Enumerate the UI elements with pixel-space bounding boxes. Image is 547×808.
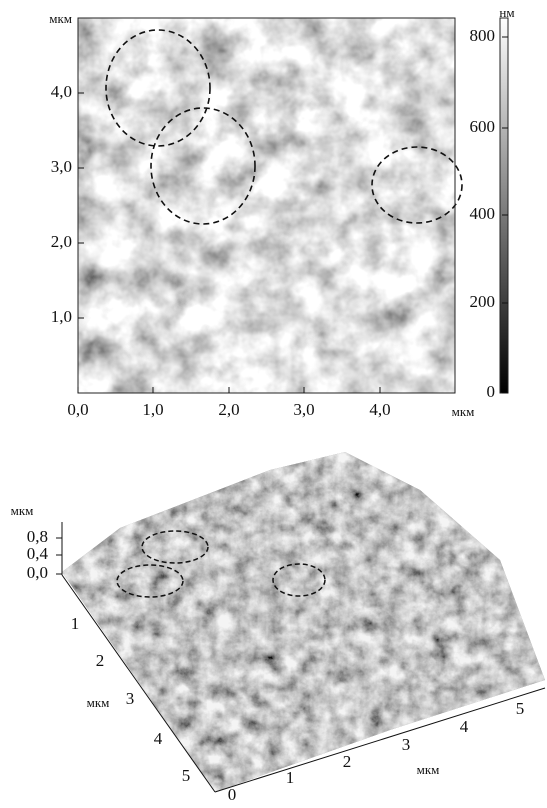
bottom-tick-label: 4 (460, 717, 469, 736)
y-tick-label: 1,0 (51, 307, 72, 326)
x-tick-label: 1,0 (142, 400, 163, 419)
y-tick-label: 3,0 (51, 157, 72, 176)
left-axis-unit: мкм (87, 695, 110, 710)
left-tick-label: 1 (71, 614, 80, 633)
bottom-tick-label: 2 (343, 752, 352, 771)
x-tick-label: 0,0 (67, 400, 88, 419)
colorbar-tick-label: 400 (470, 204, 496, 223)
figure: мкм 4,0 3,0 2,0 1,0 0,0 1,0 2,0 3,0 4,0 мкм нм800 60… (0, 0, 547, 803)
bottom-tick-label: 1 (286, 768, 295, 787)
left-tick-label: 3 (126, 689, 135, 708)
x-tick-label: 2,0 (218, 400, 239, 419)
z-axis-unit: мкм (11, 503, 34, 518)
colorbar (500, 18, 508, 393)
afm-texture (78, 18, 455, 393)
colorbar-tick-label: 0 (487, 382, 496, 401)
y-tick-label: 2,0 (51, 232, 72, 251)
surface-texture (55, 440, 547, 800)
z-tick-label: 0,0 (27, 563, 48, 582)
colorbar-tick-label: 800 (470, 26, 496, 45)
left-tick-label: 4 (154, 729, 163, 748)
bottom-axis-unit: мкм (417, 762, 440, 777)
page: мкм 4,0 3,0 2,0 1,0 0,0 1,0 2,0 3,0 4,0 мкм нм800 60… (0, 0, 547, 803)
left-tick-label: 2 (96, 651, 105, 670)
z-tick-label: 0,4 (27, 544, 49, 563)
colorbar-tick-label: 200 (470, 292, 496, 311)
colorbar-tick-label: 600 (470, 117, 496, 136)
bottom-tick-label: 3 (402, 735, 411, 754)
left-tick-label: 5 (182, 766, 191, 785)
x-tick-label: 4,0 (369, 400, 390, 419)
y-axis-unit: мкм (49, 11, 72, 26)
colorbar-unit: нм (499, 5, 514, 20)
x-tick-label: 3,0 (293, 400, 314, 419)
y-tick-label: 4,0 (51, 82, 72, 101)
x-axis-unit: мкм (452, 404, 475, 419)
bottom-tick-label: 5 (516, 699, 525, 718)
bottom-tick-label: 0 (228, 785, 237, 803)
